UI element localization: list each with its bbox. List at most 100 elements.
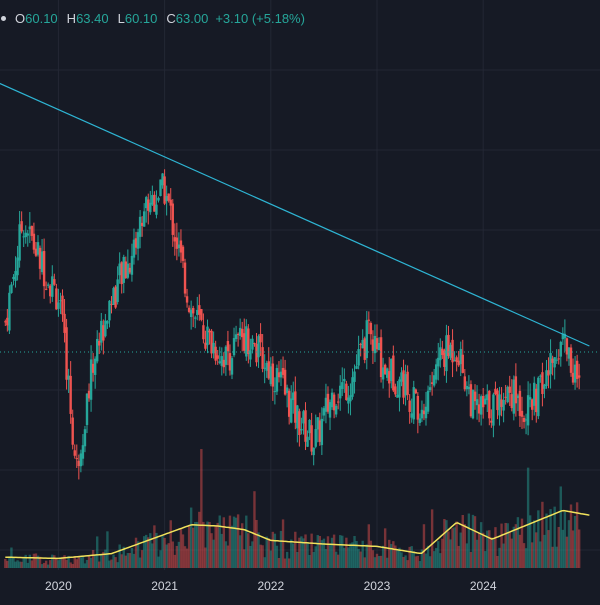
- candle-body[interactable]: [30, 225, 34, 236]
- candle-body[interactable]: [4, 321, 7, 323]
- candle-body[interactable]: [428, 387, 432, 391]
- candle-body[interactable]: [339, 385, 342, 399]
- candle-body[interactable]: [375, 338, 379, 350]
- candle-body[interactable]: [508, 386, 511, 393]
- candle-body[interactable]: [322, 408, 326, 416]
- candle-body[interactable]: [528, 397, 532, 400]
- candle-body[interactable]: [116, 279, 119, 303]
- candlesticks[interactable]: [4, 169, 581, 480]
- candle-body[interactable]: [518, 390, 522, 416]
- candle-body[interactable]: [243, 333, 246, 351]
- candle-body[interactable]: [132, 239, 136, 258]
- candle-body[interactable]: [169, 199, 172, 206]
- candle-body[interactable]: [573, 364, 577, 383]
- candle-body[interactable]: [249, 350, 252, 360]
- candle-body[interactable]: [61, 295, 64, 315]
- candle-body[interactable]: [328, 402, 332, 418]
- candle-body[interactable]: [516, 395, 520, 399]
- candle-body[interactable]: [477, 404, 481, 414]
- candle-body[interactable]: [73, 450, 76, 456]
- candle-body[interactable]: [471, 389, 475, 419]
- candle-body[interactable]: [443, 350, 446, 367]
- candle-body[interactable]: [351, 377, 354, 397]
- candle-body[interactable]: [553, 357, 556, 368]
- candle-body[interactable]: [142, 211, 146, 227]
- candle-body[interactable]: [496, 390, 499, 411]
- candle-body[interactable]: [402, 370, 405, 398]
- candle-body[interactable]: [155, 204, 158, 215]
- candle-body[interactable]: [488, 390, 491, 419]
- candle-body[interactable]: [543, 384, 546, 389]
- candle-body[interactable]: [181, 246, 185, 261]
- candle-body[interactable]: [212, 342, 215, 354]
- candle-body[interactable]: [204, 342, 207, 349]
- candle-body[interactable]: [261, 347, 264, 369]
- candle-body[interactable]: [361, 339, 364, 349]
- candle-body[interactable]: [435, 364, 438, 380]
- candle-body[interactable]: [118, 263, 121, 276]
- candle-body[interactable]: [245, 326, 248, 357]
- candle-body[interactable]: [484, 398, 487, 405]
- candle-body[interactable]: [167, 193, 170, 201]
- candle-body[interactable]: [32, 233, 36, 250]
- candle-body[interactable]: [392, 355, 395, 391]
- candle-body[interactable]: [114, 286, 117, 308]
- candle-body[interactable]: [426, 390, 430, 412]
- candle-body[interactable]: [396, 394, 399, 398]
- candle-body[interactable]: [353, 371, 356, 382]
- candle-body[interactable]: [455, 357, 458, 362]
- candle-body[interactable]: [24, 232, 27, 238]
- candle-body[interactable]: [228, 353, 232, 371]
- candle-body[interactable]: [539, 375, 542, 377]
- candle-body[interactable]: [306, 436, 309, 447]
- candle-body[interactable]: [398, 379, 401, 398]
- candle-body[interactable]: [134, 238, 138, 248]
- candle-body[interactable]: [51, 276, 54, 297]
- candle-body[interactable]: [238, 327, 242, 336]
- candle-body[interactable]: [498, 394, 501, 416]
- candle-body[interactable]: [524, 419, 528, 421]
- candle-body[interactable]: [108, 300, 111, 321]
- candle-body[interactable]: [449, 344, 452, 358]
- candle-body[interactable]: [159, 179, 162, 197]
- candle-body[interactable]: [386, 368, 389, 378]
- candle-body[interactable]: [312, 447, 315, 456]
- candle-body[interactable]: [79, 453, 83, 467]
- candle-body[interactable]: [265, 362, 268, 371]
- candle-body[interactable]: [138, 216, 142, 237]
- candle-body[interactable]: [210, 330, 213, 354]
- candle-body[interactable]: [486, 394, 489, 401]
- candle-body[interactable]: [575, 360, 579, 379]
- candle-body[interactable]: [55, 288, 58, 310]
- candle-body[interactable]: [300, 428, 303, 431]
- candle-body[interactable]: [459, 348, 462, 365]
- candle-body[interactable]: [271, 363, 275, 387]
- candle-body[interactable]: [6, 317, 9, 326]
- candle-body[interactable]: [232, 338, 236, 356]
- candle-body[interactable]: [224, 346, 228, 365]
- candle-body[interactable]: [75, 458, 78, 460]
- candle-body[interactable]: [194, 317, 197, 319]
- candle-body[interactable]: [341, 382, 344, 390]
- candle-body[interactable]: [257, 336, 260, 358]
- candle-body[interactable]: [122, 256, 125, 283]
- candle-body[interactable]: [363, 338, 366, 360]
- candle-body[interactable]: [379, 337, 383, 378]
- candle-body[interactable]: [304, 410, 307, 442]
- candle-body[interactable]: [334, 405, 338, 415]
- candle-body[interactable]: [38, 247, 42, 269]
- candle-body[interactable]: [330, 392, 334, 408]
- candle-body[interactable]: [153, 194, 156, 212]
- candle-body[interactable]: [430, 382, 434, 384]
- candle-body[interactable]: [222, 359, 226, 368]
- candle-body[interactable]: [126, 263, 130, 278]
- candle-body[interactable]: [241, 328, 244, 338]
- candle-body[interactable]: [191, 308, 195, 314]
- candle-body[interactable]: [383, 364, 387, 375]
- candle-body[interactable]: [506, 386, 509, 403]
- candle-body[interactable]: [326, 393, 330, 412]
- candle-body[interactable]: [310, 425, 313, 452]
- candle-body[interactable]: [14, 271, 17, 281]
- candle-body[interactable]: [347, 397, 350, 404]
